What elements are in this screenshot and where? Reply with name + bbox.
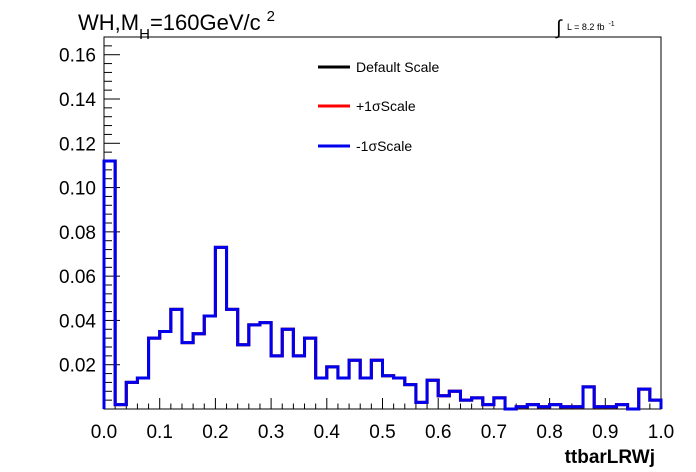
axes: 0.0 0.1 0.2 0.3 0.4 0.5 0.6 0.7 0.8 0.9 1.0 0.02 0.0… bbox=[59, 36, 674, 443]
y-tick-label: 0.10 bbox=[59, 179, 96, 200]
chart-title-subscript: H bbox=[139, 26, 150, 43]
lumi-label: L = 8.2 fb -1 bbox=[567, 21, 615, 32]
chart-title-main: WH,M bbox=[78, 10, 139, 35]
chart-title-superscript: 2 bbox=[267, 8, 275, 25]
y-tick-label: 0.02 bbox=[59, 356, 96, 377]
lumi-integral-sign: ∫ bbox=[555, 17, 563, 39]
y-tick-label: 0.12 bbox=[59, 134, 96, 155]
y-tick-label: 0.14 bbox=[59, 90, 96, 111]
x-tick-label: 0.5 bbox=[369, 422, 395, 443]
x-tick-label: 1.0 bbox=[648, 422, 674, 443]
x-tick-label: 0.9 bbox=[592, 422, 618, 443]
legend-label-plus1sigma: +1σScale bbox=[356, 98, 416, 114]
legend-label-default: Default Scale bbox=[356, 59, 439, 75]
x-tick-label: 0.0 bbox=[91, 422, 117, 443]
legend: Default Scale +1σScale -1σScale bbox=[318, 59, 439, 154]
chart-title: WH,MH=160GeV/c 2 bbox=[78, 8, 275, 43]
x-tick-label: 0.8 bbox=[536, 422, 562, 443]
x-tick-label: 0.7 bbox=[481, 422, 507, 443]
x-tick-label: 0.3 bbox=[258, 422, 284, 443]
y-tick-label: 0.04 bbox=[59, 311, 96, 332]
lumi-value: L = 8.2 fb bbox=[567, 22, 604, 32]
y-tick-label: 0.08 bbox=[59, 223, 96, 244]
series-minus1sigma-scale bbox=[102, 159, 663, 411]
x-tick-label: 0.2 bbox=[202, 422, 228, 443]
x-axis-title: ttbarLRWj bbox=[565, 447, 655, 468]
series-layer bbox=[102, 159, 663, 411]
y-tick-label: 0.16 bbox=[59, 46, 96, 67]
x-tick-label: 0.4 bbox=[314, 422, 341, 443]
x-tick-label: 0.6 bbox=[425, 422, 451, 443]
y-tick-label: 0.06 bbox=[59, 267, 96, 288]
chart-title-rest: =160GeV/c bbox=[150, 10, 261, 35]
legend-label-minus1sigma: -1σScale bbox=[356, 138, 412, 154]
x-tick-label: 0.1 bbox=[146, 422, 172, 443]
lumi-superscript: -1 bbox=[608, 21, 614, 28]
